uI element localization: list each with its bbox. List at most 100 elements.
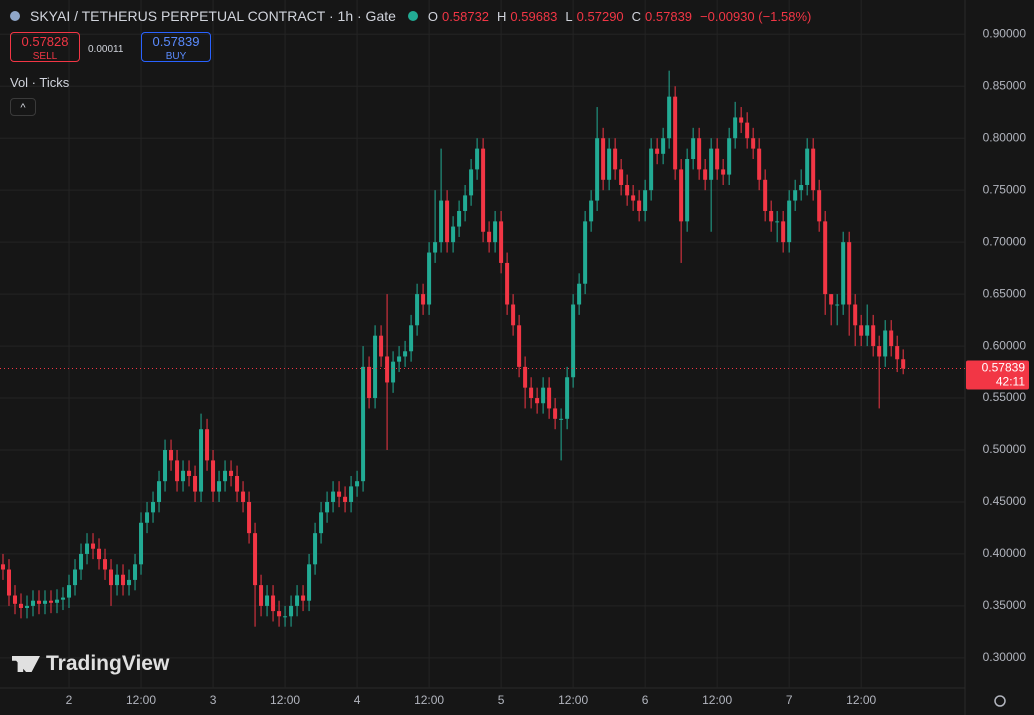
candle-body — [499, 221, 504, 263]
candle-body — [331, 491, 336, 502]
candle-body — [769, 210, 774, 222]
logo — [12, 656, 40, 672]
candle-body — [877, 346, 882, 357]
collapse-button[interactable]: ^ — [10, 98, 36, 116]
candle-body — [229, 470, 234, 476]
y-tick-label: 0.90000 — [983, 26, 1027, 40]
indicators[interactable]: Vol · Ticks — [10, 75, 70, 90]
y-tick-label: 0.55000 — [983, 390, 1027, 404]
y-tick-label: 0.45000 — [983, 494, 1027, 508]
candle-body — [211, 460, 216, 492]
candle-body — [523, 366, 528, 388]
x-tick-label: 7 — [786, 693, 793, 707]
sell-button[interactable]: 0.57828 SELL — [10, 32, 80, 62]
candle-body — [583, 221, 588, 284]
x-tick-label: 5 — [498, 693, 505, 707]
last-price-box — [966, 360, 1029, 390]
x-tick-label: 12:00 — [702, 693, 732, 707]
candle-body — [427, 252, 432, 305]
candle-body — [451, 226, 456, 243]
buy-button[interactable]: 0.57839 BUY — [141, 32, 211, 62]
candle-body — [817, 190, 822, 222]
candle-body — [319, 512, 324, 534]
candle-body — [247, 501, 252, 534]
candle-body — [367, 366, 372, 399]
candle-body — [223, 470, 228, 482]
candle-body — [619, 169, 624, 185]
candle-body — [421, 294, 426, 305]
open-value: 0.58732 — [442, 8, 490, 24]
candle-body — [121, 574, 126, 586]
candle-body — [265, 595, 270, 606]
candle-body — [1, 564, 6, 570]
candle-body — [355, 481, 360, 487]
candle-body — [607, 148, 612, 180]
candle-body — [385, 356, 390, 383]
open-label: O — [427, 8, 439, 24]
candle-body — [733, 117, 738, 139]
candle-body — [79, 553, 84, 570]
change: −0.00930 (−1.58%) — [700, 8, 812, 24]
candle-body — [601, 138, 606, 180]
y-tick-label: 0.50000 — [983, 442, 1027, 456]
x-tick-label: 4 — [354, 693, 361, 707]
candle-body — [109, 569, 114, 586]
candle-body — [169, 450, 174, 461]
high-value: 0.59683 — [510, 8, 558, 24]
candle-body — [373, 335, 378, 399]
candle-body — [271, 595, 276, 612]
candle-body — [631, 195, 636, 201]
candle-body — [463, 195, 468, 211]
candle-body — [511, 304, 516, 326]
x-tick-label: 12:00 — [270, 693, 300, 707]
candle-body — [439, 200, 444, 243]
y-tick-label: 0.85000 — [983, 78, 1027, 92]
candle-body — [487, 231, 492, 243]
candle-body — [577, 283, 582, 305]
candle-body — [751, 138, 756, 149]
candle-body — [787, 200, 792, 243]
candle-body — [763, 179, 768, 211]
candle-body — [289, 605, 294, 617]
candle-body — [709, 148, 714, 180]
candle-body — [343, 496, 348, 502]
candle-body — [205, 429, 210, 461]
candle-body — [157, 481, 162, 502]
candle-body — [571, 304, 576, 378]
settings-icon — [994, 695, 1006, 707]
candle-body — [145, 512, 150, 523]
candle-body — [163, 450, 168, 482]
y-tick-label: 0.30000 — [983, 650, 1027, 664]
x-tick-label: 12:00 — [414, 693, 444, 707]
candle-body — [895, 346, 900, 360]
candle-body — [715, 148, 720, 170]
candle-body — [25, 605, 30, 608]
candle-body — [175, 460, 180, 482]
candle-body — [55, 599, 60, 603]
candle-body — [259, 585, 264, 606]
y-tick-label: 0.75000 — [983, 182, 1027, 196]
x-tick-label: 12:00 — [558, 693, 588, 707]
watermark-text: TradingView — [46, 652, 170, 675]
candle-body — [97, 548, 102, 560]
candle-body — [805, 148, 810, 185]
candle-body — [67, 585, 72, 598]
candle-body — [37, 600, 42, 604]
candle-body — [397, 356, 402, 362]
candle-body — [625, 184, 630, 196]
candle-body — [7, 569, 12, 596]
candle-body — [661, 138, 666, 154]
header: SKYAI / TETHERUS PERPETUAL CONTRACT · 1h… — [10, 6, 815, 26]
candle-body — [883, 330, 888, 357]
candle-body — [13, 595, 18, 604]
candle-body — [85, 543, 90, 554]
candle-body — [841, 242, 846, 305]
candle-body — [559, 418, 564, 420]
candle-body — [535, 398, 540, 404]
x-tick-label: 2 — [66, 693, 73, 707]
buy-price: 0.57839 — [152, 34, 200, 49]
candle-body — [721, 169, 726, 175]
candle-body — [679, 169, 684, 222]
candle-body — [871, 325, 876, 347]
